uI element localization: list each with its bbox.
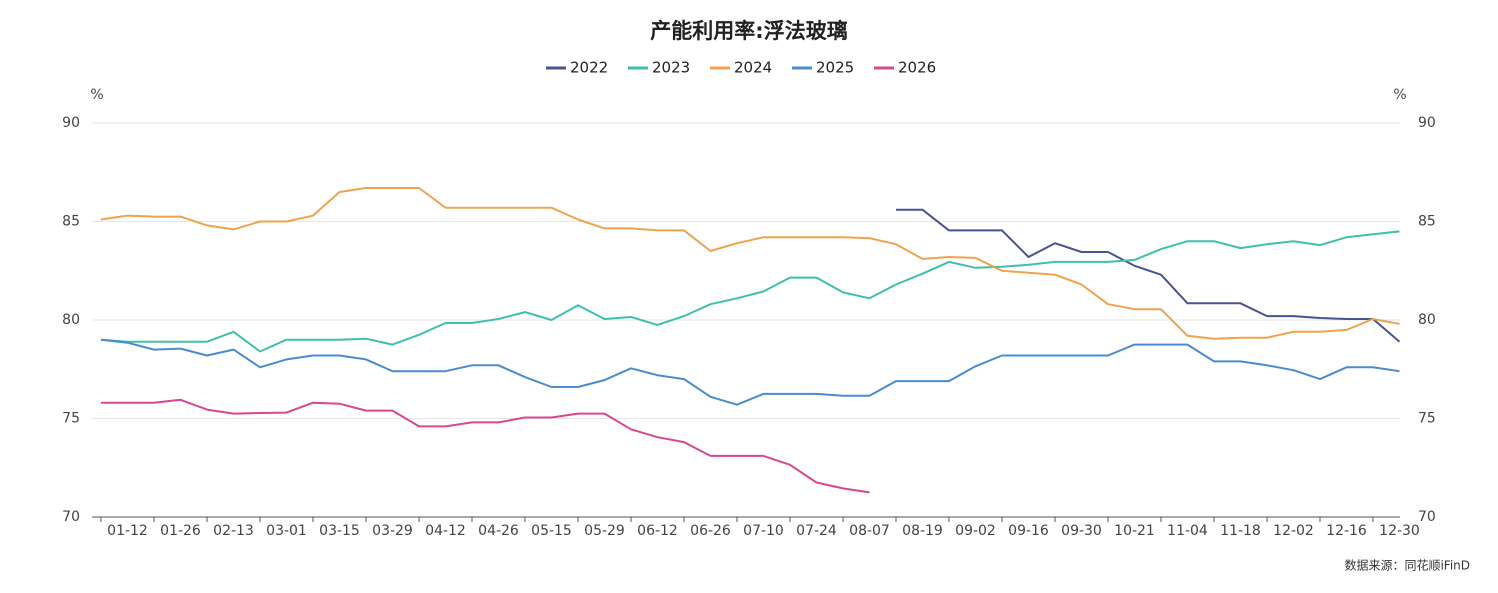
y2-tick-label: 90 (1418, 115, 1436, 131)
y-unit: % (90, 87, 103, 103)
y2-unit: % (1393, 87, 1406, 103)
legend-label: 2022 (570, 59, 608, 77)
x-tick-label: 12-30 (1379, 523, 1420, 539)
x-tick-label: 05-15 (531, 523, 572, 539)
legend-label: 2025 (816, 59, 854, 77)
x-tick-label: 01-26 (160, 523, 201, 539)
series-line (100, 187, 1400, 340)
x-tick-label: 05-29 (584, 523, 625, 539)
chart-title: 产能利用率:浮法玻璃 (650, 19, 847, 43)
y2-tick-label: 80 (1418, 312, 1436, 328)
x-tick-label: 02-13 (213, 523, 254, 539)
x-tick-label: 11-04 (1167, 523, 1208, 539)
series-line (101, 398, 870, 494)
x-tick-label: 06-12 (637, 523, 678, 539)
x-tick-label: 03-29 (372, 523, 413, 539)
source: 数据来源：同花顺iFinD (1344, 558, 1470, 573)
x-tick-label: 10-21 (1114, 523, 1155, 539)
series-line (100, 338, 1400, 406)
legend-label: 2024 (734, 59, 772, 77)
x-tick-label: 07-24 (796, 523, 837, 539)
x-tick-label: 11-18 (1220, 523, 1261, 539)
x-tick-label: 08-07 (849, 523, 890, 539)
y-tick-label: 75 (62, 411, 80, 427)
y-tick-label: 85 (62, 214, 80, 230)
x-tick-label: 04-12 (425, 523, 466, 539)
x-tick-label: 01-12 (107, 523, 148, 539)
x-tick-label: 07-10 (743, 523, 784, 539)
x-tick-label: 06-26 (690, 523, 731, 539)
x-tick-label: 09-30 (1061, 523, 1102, 539)
series-line (100, 230, 1400, 353)
y2-tick-label: 75 (1418, 411, 1436, 427)
x-tick-label: 09-02 (955, 523, 996, 539)
x-tick-label: 08-19 (902, 523, 943, 539)
series-line (896, 208, 1401, 343)
y2-tick-label: 70 (1418, 509, 1436, 525)
x-tick-label: 04-26 (478, 523, 519, 539)
x-tick-label: 12-02 (1273, 523, 1314, 539)
y-tick-label: 70 (62, 509, 80, 525)
x-tick-label: 09-16 (1008, 523, 1049, 539)
legend-label: 2026 (898, 59, 936, 77)
x-tick-label: 12-16 (1326, 523, 1367, 539)
legend-label: 2023 (652, 59, 690, 77)
y2-tick-label: 85 (1418, 214, 1436, 230)
y-tick-label: 90 (62, 115, 80, 131)
x-tick-label: 03-15 (319, 523, 360, 539)
y-tick-label: 80 (62, 312, 80, 328)
x-tick-label: 03-01 (266, 523, 307, 539)
